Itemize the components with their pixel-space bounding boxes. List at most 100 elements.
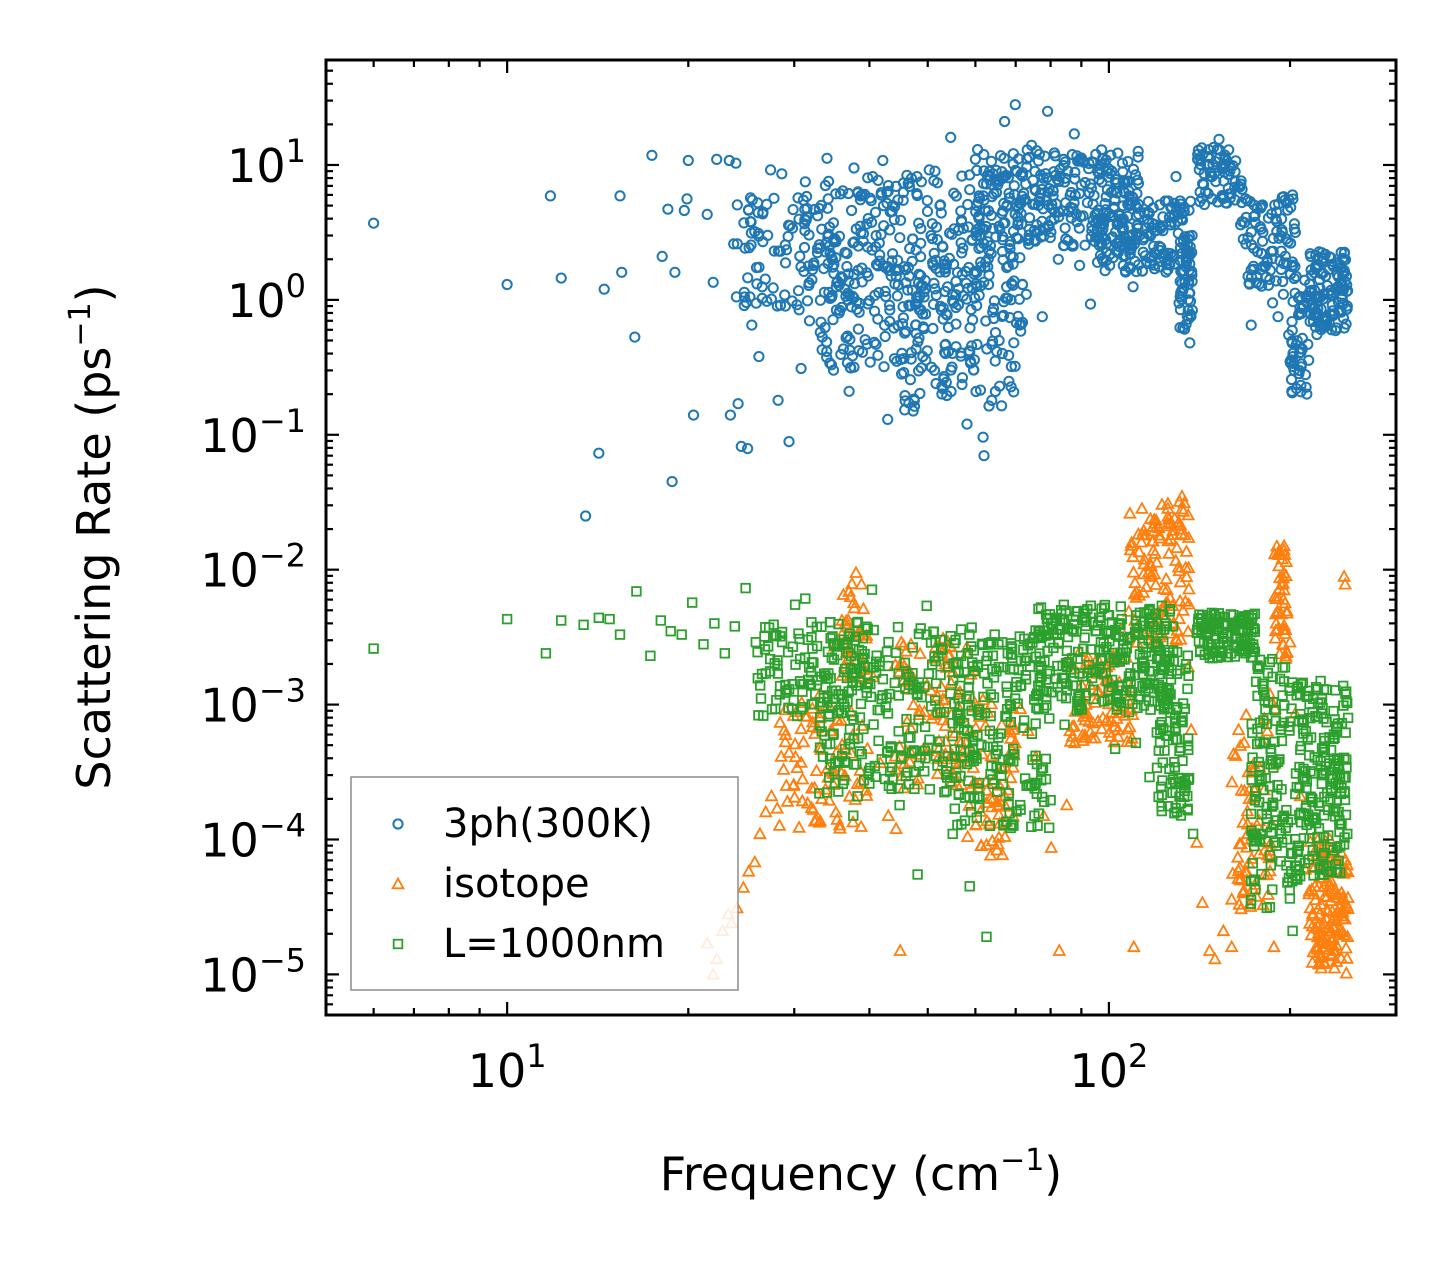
data-point	[1172, 611, 1187, 625]
data-point	[948, 187, 960, 199]
data-point	[1330, 325, 1342, 337]
data-point	[1319, 889, 1334, 903]
data-point	[919, 745, 931, 757]
data-point	[841, 248, 853, 260]
data-point	[789, 599, 801, 610]
data-point	[770, 801, 785, 814]
data-point	[852, 733, 864, 744]
data-point	[1239, 193, 1252, 205]
data-point	[604, 613, 615, 625]
data-point	[1084, 298, 1097, 310]
data-point	[932, 707, 943, 718]
data-point	[730, 157, 742, 169]
data-point	[830, 304, 843, 316]
data-point	[614, 190, 626, 202]
data-point	[707, 276, 719, 288]
data-point	[939, 285, 951, 298]
data-point	[1245, 898, 1257, 909]
data-point	[1284, 268, 1297, 280]
data-point	[1271, 840, 1282, 851]
data-point	[1307, 796, 1318, 808]
data-point	[935, 207, 947, 219]
data-point	[1182, 683, 1193, 695]
data-point	[1286, 385, 1298, 397]
data-point	[1312, 754, 1323, 765]
data-point	[950, 318, 962, 330]
data-point	[800, 795, 815, 809]
y-tick-label-exponent: −3	[259, 672, 306, 710]
y-tick-label-exponent: 0	[286, 267, 306, 305]
data-point	[1294, 809, 1305, 821]
data-point	[1283, 634, 1297, 648]
data-point	[1061, 645, 1073, 657]
data-point	[1339, 752, 1350, 764]
data-point	[830, 188, 842, 200]
data-point	[1021, 161, 1033, 173]
data-point	[909, 783, 920, 795]
data-point	[1015, 655, 1027, 666]
y-tick-label-base: 10	[200, 409, 259, 463]
data-point	[1327, 887, 1341, 900]
data-point	[818, 263, 830, 275]
data-point	[886, 783, 897, 795]
data-point	[1337, 269, 1349, 281]
data-point	[1180, 318, 1192, 330]
data-point	[1272, 547, 1287, 560]
data-point	[1130, 610, 1142, 621]
data-point	[888, 322, 900, 334]
data-point	[986, 637, 997, 648]
data-point	[738, 217, 750, 229]
data-point	[1285, 373, 1298, 386]
data-point	[1133, 694, 1144, 705]
data-point	[1293, 864, 1305, 876]
y-tick-label-exponent: −2	[259, 537, 306, 575]
data-point	[996, 400, 1008, 412]
data-point	[578, 619, 589, 631]
data-point	[1291, 690, 1303, 701]
data-point	[998, 309, 1010, 321]
data-point	[904, 374, 917, 386]
data-point	[806, 802, 821, 815]
data-point	[1317, 767, 1328, 779]
data-point	[911, 770, 926, 784]
data-point	[1269, 736, 1280, 748]
data-point	[1008, 337, 1020, 349]
data-point	[1245, 808, 1257, 820]
data-point	[1256, 235, 1269, 247]
data-point	[881, 808, 896, 821]
data-point	[816, 621, 827, 633]
data-point	[955, 745, 966, 756]
data-point	[1094, 721, 1109, 735]
data-point	[1132, 588, 1147, 601]
data-point	[988, 295, 1001, 307]
data-point	[772, 668, 784, 679]
data-point	[830, 281, 842, 293]
data-point	[925, 230, 937, 242]
data-point	[1168, 655, 1180, 667]
data-point	[1031, 758, 1043, 770]
data-point	[1256, 868, 1267, 880]
data-point	[1146, 651, 1157, 662]
data-point	[544, 190, 557, 202]
data-point	[871, 650, 882, 661]
data-point	[845, 362, 857, 374]
data-point	[920, 753, 931, 764]
data-point	[1245, 226, 1257, 238]
data-point	[1181, 624, 1196, 637]
data-point	[1315, 862, 1326, 873]
data-point	[1139, 678, 1151, 690]
data-point	[1317, 850, 1329, 861]
data-point	[961, 293, 973, 305]
data-point	[1230, 850, 1245, 863]
data-point	[934, 199, 947, 211]
data-point	[598, 283, 610, 295]
legend-label-boundary: L=1000nm	[443, 921, 665, 967]
data-point	[982, 253, 994, 265]
data-point	[848, 162, 860, 174]
data-point	[1316, 778, 1328, 790]
data-point	[1331, 726, 1342, 738]
data-point	[1318, 713, 1329, 724]
data-point	[1179, 569, 1194, 583]
data-point	[1013, 293, 1026, 305]
